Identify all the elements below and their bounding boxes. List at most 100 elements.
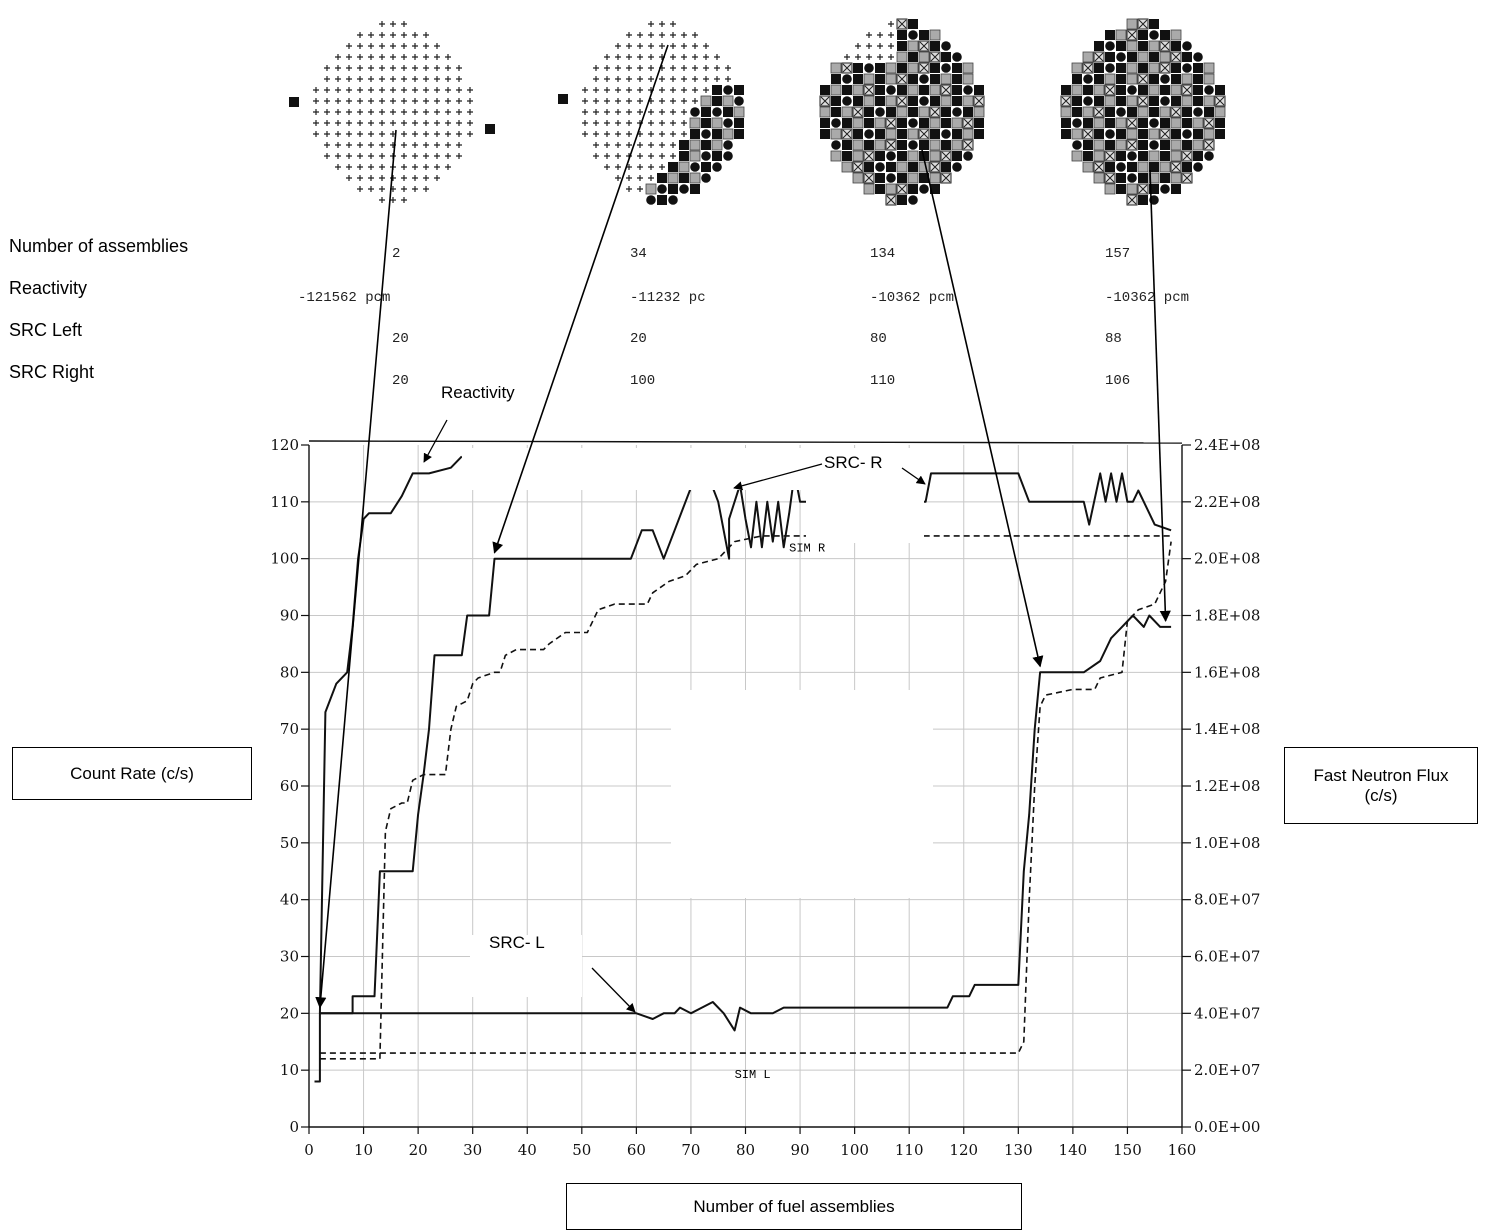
core-cell-fuel: [1094, 96, 1104, 106]
core-cell-fuel-rod: [842, 96, 852, 106]
x-tick-label: 140: [1059, 1141, 1088, 1159]
core-cell-fuel-rod: [963, 151, 973, 161]
core-cell-fuel-rod: [723, 118, 733, 128]
core-cell-empty: [637, 164, 643, 170]
core-cell-control-mark: [941, 151, 951, 161]
core-cell-fuel-rod: [831, 118, 841, 128]
core-cell-empty: [626, 98, 632, 104]
core-cell-control-mark: [1138, 19, 1148, 29]
core-cell-burned: [830, 128, 842, 140]
core-cell-empty: [390, 21, 396, 27]
core-cell-empty: [423, 109, 429, 115]
core-cell-fuel: [1094, 129, 1104, 139]
core-cell-empty: [346, 175, 352, 181]
count-rate-label: Count Rate (c/s): [12, 747, 252, 800]
core-cell-fuel-rod: [1182, 41, 1192, 51]
core-cell-empty: [379, 87, 385, 93]
core-cell-empty: [357, 164, 363, 170]
core-cell-control-mark: [930, 107, 940, 117]
core-cell-fuel-rod: [646, 195, 656, 205]
core-cell-empty: [637, 76, 643, 82]
core-cell-empty: [379, 65, 385, 71]
core-cell-burned: [907, 62, 919, 74]
core-cell-burned: [1192, 139, 1204, 151]
annotation-arrow-src-r-right: [901, 467, 926, 485]
core-cell-burned: [863, 73, 875, 85]
core-cell-empty: [659, 109, 665, 115]
core-cell-empty: [692, 98, 698, 104]
core-cell-empty: [357, 131, 363, 137]
core-cell-empty: [593, 65, 599, 71]
core-cell-empty: [670, 120, 676, 126]
chart-series: [314, 455, 1172, 1083]
core-cell-fuel: [668, 184, 678, 194]
core-cell-empty: [670, 142, 676, 148]
core-cell-empty: [670, 109, 676, 115]
core-cell-fuel: [734, 129, 744, 139]
core-cell-burned: [700, 95, 712, 107]
core-cell-control-mark: [886, 118, 896, 128]
core-cell-burned: [940, 95, 952, 107]
core-cell-empty: [335, 164, 341, 170]
stage-connector-4: [1149, 169, 1171, 622]
core-cell-burned: [1159, 106, 1171, 118]
core-cell-source: [558, 94, 568, 104]
core-cell-burned: [907, 40, 919, 52]
core-cell-empty: [357, 43, 363, 49]
core-cell-empty: [593, 131, 599, 137]
core-cell-burned: [1126, 62, 1138, 74]
core-cell-empty: [456, 120, 462, 126]
row-label-src-right: SRC Right: [9, 362, 95, 382]
core-cell-empty: [725, 65, 731, 71]
core-cell-fuel: [712, 151, 722, 161]
chart-annotations: Reactivity SRC- R SRC- L SIM R SIM L: [423, 383, 926, 1082]
core-cell-empty: [423, 131, 429, 137]
core-cell-burned: [929, 29, 941, 41]
core-cell-fuel: [1138, 129, 1148, 139]
y-left-tick-label: 110: [270, 493, 299, 511]
core-cell-empty: [670, 65, 676, 71]
core-cell-fuel: [1072, 107, 1082, 117]
stage-connector-2: [492, 44, 669, 554]
core-cell-empty: [346, 120, 352, 126]
core-cell-fuel: [1105, 162, 1115, 172]
core-cell-control-mark: [930, 162, 940, 172]
core-cell-control-mark: [1204, 140, 1214, 150]
series-src-r: [314, 472, 1172, 1083]
core-cell-empty: [412, 43, 418, 49]
core-cell-empty: [445, 153, 451, 159]
core-cell-burned: [689, 150, 701, 162]
core-cell-empty: [390, 43, 396, 49]
core-cell-empty: [582, 120, 588, 126]
core-cell-control-mark: [1094, 107, 1104, 117]
core-cell-fuel: [875, 96, 885, 106]
core-cell-burned: [907, 150, 919, 162]
core-cell-empty: [379, 43, 385, 49]
core-cell-empty: [412, 186, 418, 192]
core-cell-empty: [379, 32, 385, 38]
core-cell-empty: [692, 65, 698, 71]
core-cell-empty: [390, 54, 396, 60]
core-cell-control-mark: [1083, 129, 1093, 139]
core-cell-fuel: [701, 162, 711, 172]
core-cell-burned: [667, 172, 679, 184]
core-cell-burned: [841, 106, 853, 118]
core-cell-empty: [615, 131, 621, 137]
core-cell-fuel: [712, 96, 722, 106]
core-cell-fuel-rod: [1083, 96, 1093, 106]
core-cell-empty: [445, 65, 451, 71]
core-cell-fuel: [820, 85, 830, 95]
core-cell-empty: [368, 54, 374, 60]
core-cell-control-mark: [919, 63, 929, 73]
core-cell-burned: [689, 117, 701, 129]
core-cell-empty: [368, 43, 374, 49]
core-cell-fuel: [657, 173, 667, 183]
core-cell-fuel: [974, 129, 984, 139]
core-cell-fuel-rod: [919, 184, 929, 194]
core-cell-empty: [670, 32, 676, 38]
core-cell-burned: [1060, 106, 1072, 118]
core-cell-control-mark: [864, 151, 874, 161]
core-cell-burned: [907, 84, 919, 96]
core-cell-empty: [445, 142, 451, 148]
core-cell-control-mark: [864, 85, 874, 95]
